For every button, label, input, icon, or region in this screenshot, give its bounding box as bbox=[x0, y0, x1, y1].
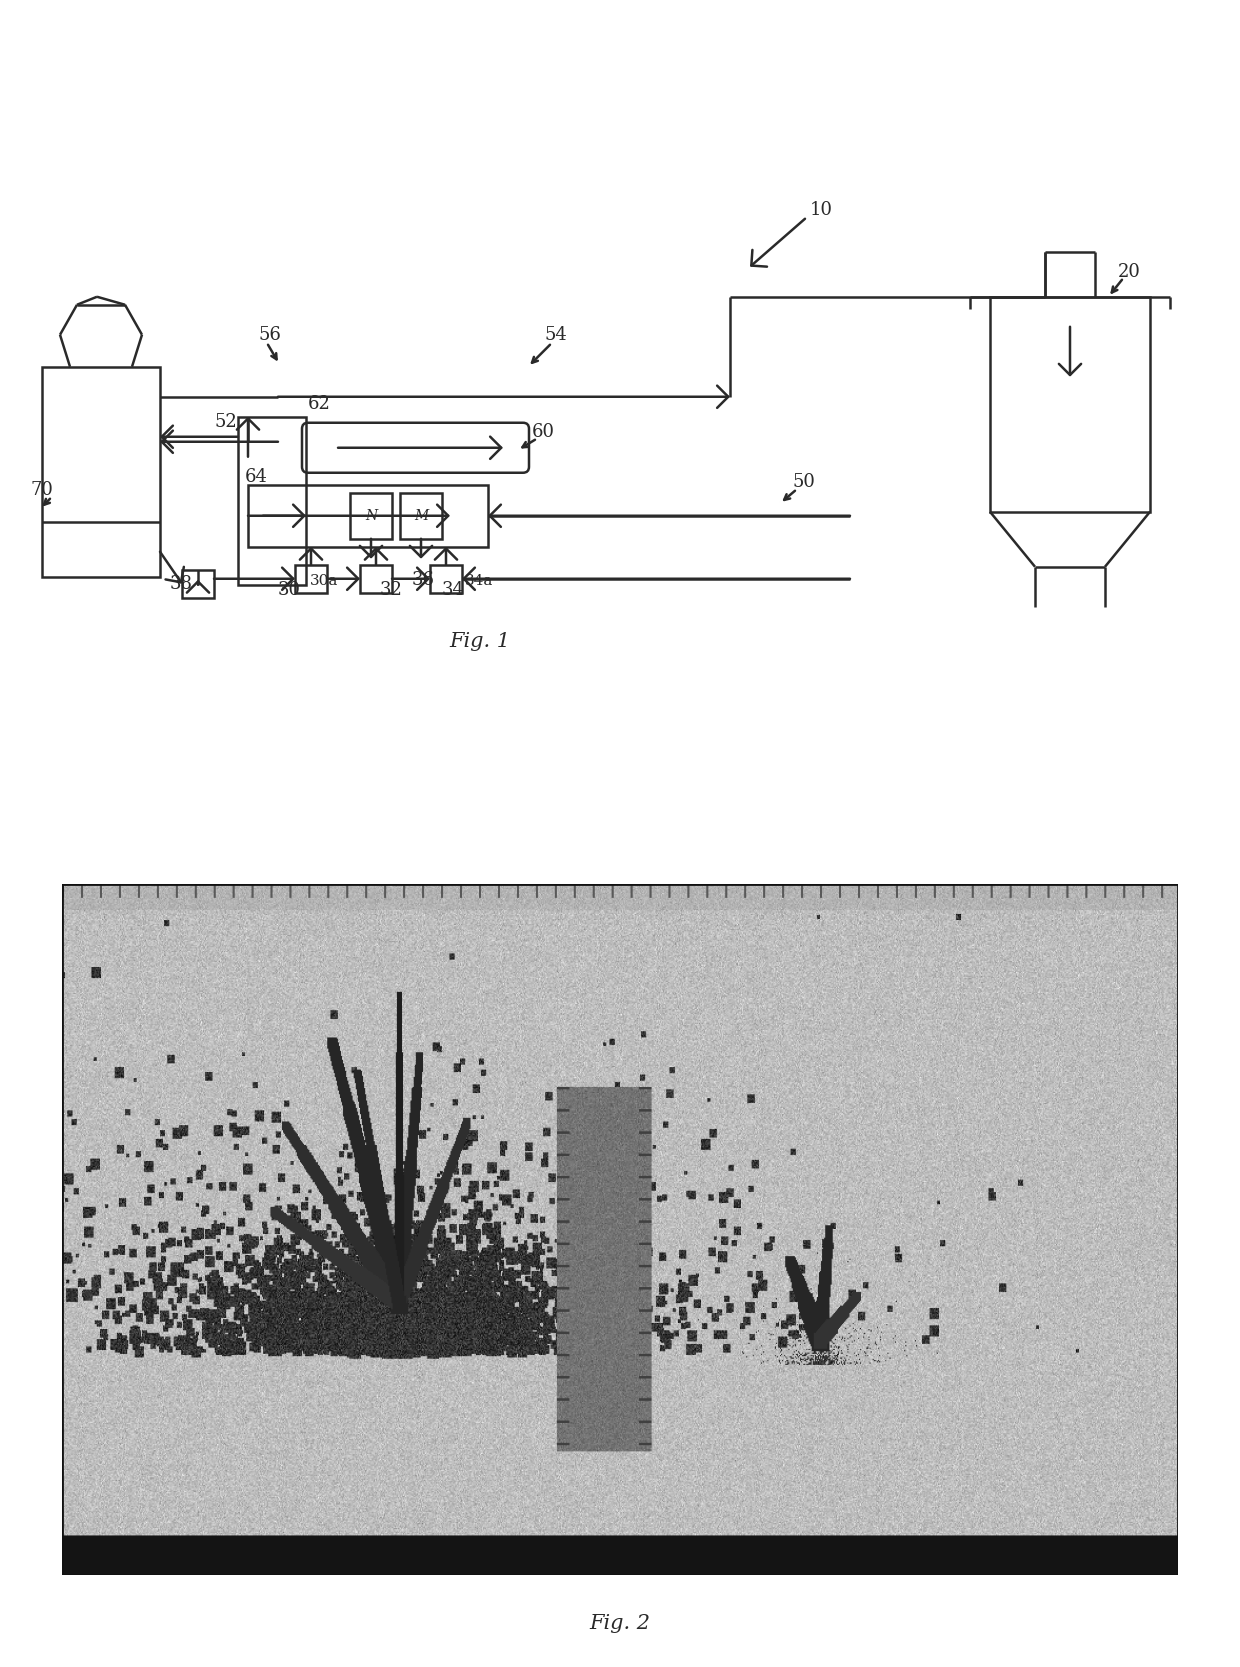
Text: 70: 70 bbox=[30, 480, 53, 498]
Bar bbox=[248, 485, 489, 547]
Text: 60: 60 bbox=[532, 423, 556, 440]
Text: 38: 38 bbox=[170, 575, 193, 593]
Text: M: M bbox=[414, 508, 428, 523]
Text: 36: 36 bbox=[412, 570, 435, 588]
Text: 34a: 34a bbox=[465, 573, 494, 588]
Text: 54: 54 bbox=[546, 325, 568, 343]
Text: 52: 52 bbox=[215, 413, 238, 430]
Bar bbox=[350, 493, 392, 538]
Bar bbox=[42, 367, 160, 577]
Text: Fig. 2: Fig. 2 bbox=[589, 1614, 651, 1634]
Bar bbox=[401, 493, 441, 538]
Text: 30a: 30a bbox=[310, 573, 339, 588]
Bar bbox=[990, 297, 1149, 512]
Bar bbox=[360, 565, 392, 593]
Text: 50: 50 bbox=[792, 473, 815, 490]
Text: 32: 32 bbox=[379, 580, 403, 598]
Text: 62: 62 bbox=[308, 395, 331, 413]
Text: 34: 34 bbox=[441, 580, 465, 598]
Text: 64: 64 bbox=[246, 468, 268, 485]
Bar bbox=[430, 565, 463, 593]
Text: N: N bbox=[365, 508, 377, 523]
Text: 20: 20 bbox=[1118, 263, 1141, 280]
Text: 30: 30 bbox=[278, 580, 301, 598]
Text: 10: 10 bbox=[810, 200, 833, 218]
Bar bbox=[295, 565, 327, 593]
Text: Fig. 1: Fig. 1 bbox=[449, 632, 511, 652]
Text: 56: 56 bbox=[258, 325, 281, 343]
Bar bbox=[238, 417, 306, 585]
Bar bbox=[182, 570, 215, 598]
